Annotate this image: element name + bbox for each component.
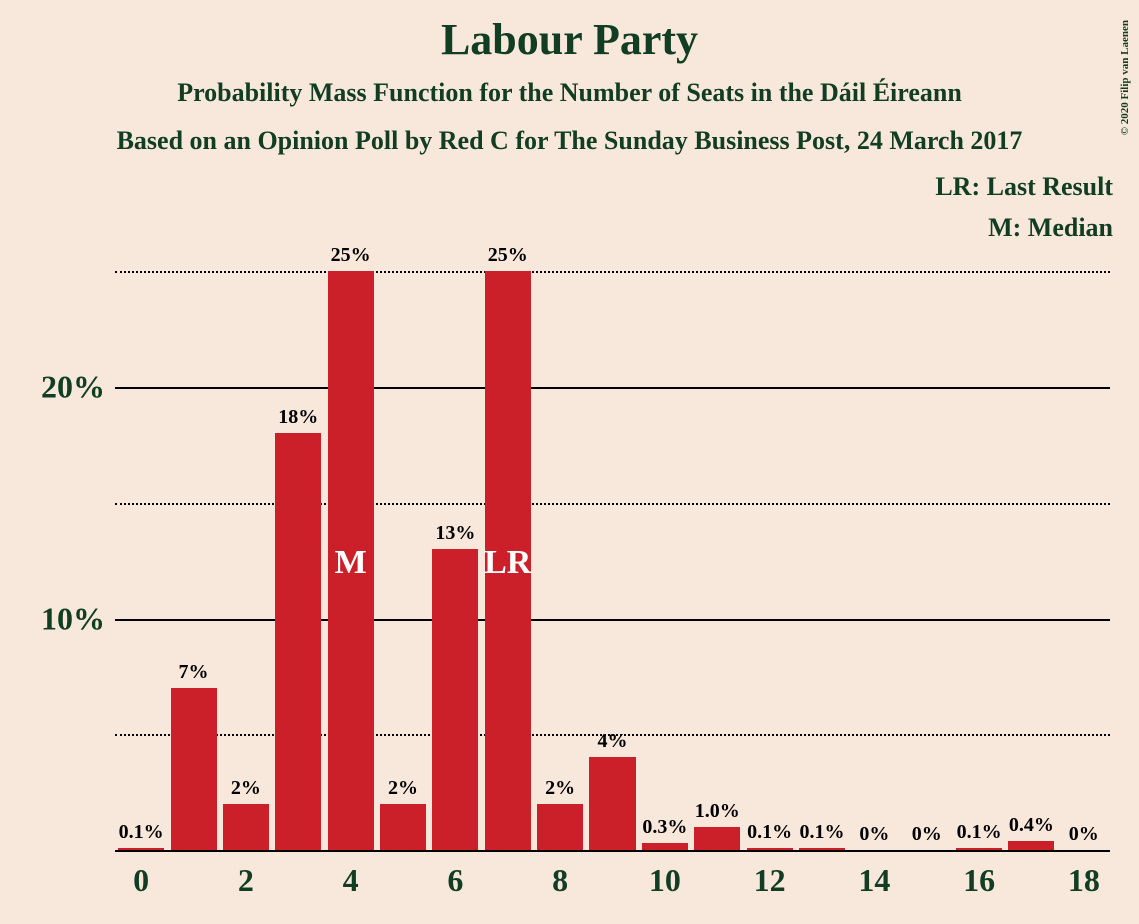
gridline: [115, 387, 1110, 389]
y-axis-tick-label: 20%: [41, 369, 115, 406]
bar-value-label: 2%: [545, 777, 575, 804]
bar-inner-label: M: [335, 544, 367, 582]
chart-title: Labour Party: [0, 14, 1139, 65]
bar-value-label: 0.3%: [642, 816, 687, 843]
bar-value-label: 0.4%: [1009, 814, 1054, 841]
y-axis-tick-label: 10%: [41, 600, 115, 637]
chart-plot-area: 10%20%0246810121416180.1%7%2%18%25%M2%13…: [115, 225, 1110, 850]
bar: 25%M: [328, 271, 374, 850]
bar-value-label: 13%: [435, 522, 475, 549]
bar: 13%: [432, 549, 478, 850]
bar-value-label: 25%: [331, 244, 371, 271]
x-axis-line: [115, 850, 1110, 852]
x-axis-tick-label: 10: [649, 850, 681, 899]
chart-subtitle-2: Based on an Opinion Poll by Red C for Th…: [0, 126, 1139, 156]
gridline: [115, 503, 1110, 505]
bar-value-label: 2%: [388, 777, 418, 804]
bar-value-label: 18%: [278, 406, 318, 433]
bar-value-label: 0.1%: [747, 821, 792, 848]
gridline: [115, 271, 1110, 273]
copyright-text: © 2020 Filip van Laenen: [1119, 20, 1131, 135]
bar-inner-label: LR: [484, 544, 531, 582]
bar-value-label: 4%: [597, 730, 627, 757]
bar-value-label: 7%: [179, 661, 209, 688]
bar: 0.1%: [747, 848, 793, 850]
x-axis-tick-label: 16: [963, 850, 995, 899]
bar: 0.1%: [118, 848, 164, 850]
legend-last-result: LR: Last Result: [935, 172, 1113, 202]
bar: 18%: [275, 433, 321, 850]
bar-value-label: 0%: [1069, 823, 1099, 850]
bar: 4%: [589, 757, 635, 850]
bar-value-label: 0%: [859, 823, 889, 850]
bar: 0.3%: [642, 843, 688, 850]
x-axis-tick-label: 18: [1068, 850, 1100, 899]
bar-value-label: 25%: [488, 244, 528, 271]
bar-value-label: 0%: [912, 823, 942, 850]
bar-value-label: 1.0%: [695, 800, 740, 827]
bar: 2%: [380, 804, 426, 850]
bar-value-label: 0.1%: [119, 821, 164, 848]
bar-value-label: 0.1%: [799, 821, 844, 848]
x-axis-tick-label: 6: [447, 850, 463, 899]
bar: 2%: [223, 804, 269, 850]
gridline: [115, 619, 1110, 621]
bar: 1.0%: [694, 827, 740, 850]
bar-value-label: 2%: [231, 777, 261, 804]
bar: 25%LR: [485, 271, 531, 850]
x-axis-tick-label: 2: [238, 850, 254, 899]
bar: 7%: [171, 688, 217, 850]
x-axis-tick-label: 0: [133, 850, 149, 899]
chart-subtitle-1: Probability Mass Function for the Number…: [0, 78, 1139, 108]
bar-value-label: 0.1%: [957, 821, 1002, 848]
bar: 0.1%: [799, 848, 845, 850]
x-axis-tick-label: 14: [858, 850, 890, 899]
bar: 0.4%: [1008, 841, 1054, 850]
bar: 2%: [537, 804, 583, 850]
x-axis-tick-label: 4: [343, 850, 359, 899]
bar: 0.1%: [956, 848, 1002, 850]
x-axis-tick-label: 12: [754, 850, 786, 899]
x-axis-tick-label: 8: [552, 850, 568, 899]
